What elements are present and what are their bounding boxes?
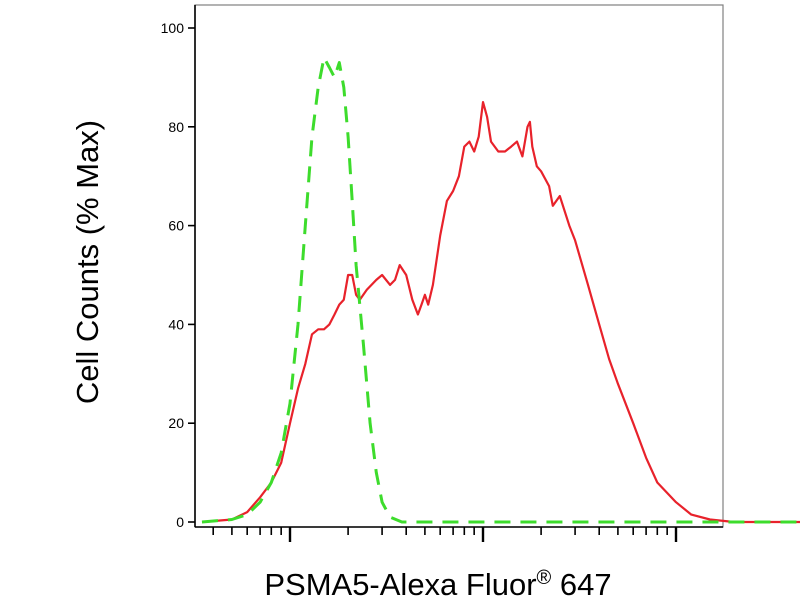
y-tick-label: 60	[168, 218, 184, 234]
y-ticks: 0 20 40 60 80 100	[161, 20, 195, 530]
y-tick-label: 40	[168, 316, 184, 332]
y-tick-label: 100	[161, 20, 185, 36]
series-line-2	[201, 56, 800, 524]
y-tick-label: 80	[168, 119, 184, 135]
y-tick-label: 0	[176, 514, 184, 530]
series-line-1	[201, 101, 800, 524]
x-axis-label-text: PSMA5-Alexa Fluor	[264, 567, 537, 603]
x-axis-label-suffix	[551, 567, 560, 602]
y-tick-label: 20	[168, 415, 184, 431]
series-group	[201, 56, 800, 524]
x-ticks	[212, 527, 678, 542]
y-axis-label: Cell Counts (% Max)	[70, 119, 105, 405]
x-axis-label-number: 647	[559, 567, 612, 603]
x-axis-label: PSMA5-Alexa Fluor® 647	[264, 567, 611, 603]
x-axis-label-mark: ®	[536, 566, 552, 589]
